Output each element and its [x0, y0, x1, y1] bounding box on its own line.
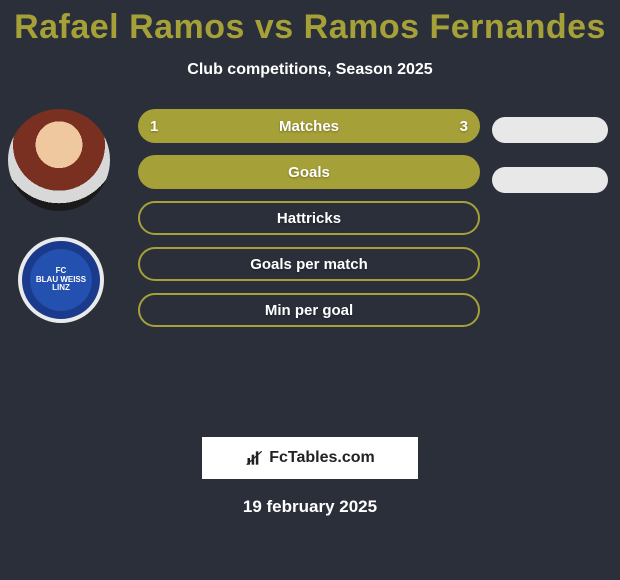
- branding-text: FcTables.com: [269, 449, 375, 467]
- stat-bars: 1 Matches 3 Goals Hattricks Goals per match Mi…: [138, 109, 480, 339]
- comparison-pill: [492, 167, 608, 193]
- player2-club-logo: FC BLAU WEISS LINZ: [18, 237, 104, 323]
- stat-label: Matches: [279, 118, 339, 135]
- stat-bar-row: Goals: [138, 155, 480, 189]
- stat-bar-row: Min per goal: [138, 293, 480, 327]
- stat-label: Goals per match: [250, 256, 368, 273]
- comparison-pill: [492, 117, 608, 143]
- stat-label: Hattricks: [277, 210, 341, 227]
- stat-bar-row: Goals per match: [138, 247, 480, 281]
- player1-avatar: [8, 109, 110, 211]
- stat-right-value: 3: [460, 118, 468, 135]
- club-logo-line3: LINZ: [52, 284, 70, 293]
- comparison-pills: [492, 113, 608, 213]
- page-title: Rafael Ramos vs Ramos Fernandes: [0, 0, 620, 47]
- subtitle: Club competitions, Season 2025: [0, 61, 620, 79]
- stat-label: Min per goal: [265, 302, 353, 319]
- comparison-panel: FC BLAU WEISS LINZ 1 Matches 3 Goals Hattric…: [0, 109, 620, 429]
- stat-left-value: 1: [150, 118, 158, 135]
- date-text: 19 february 2025: [0, 497, 620, 517]
- club-logo-inner: FC BLAU WEISS LINZ: [30, 249, 92, 311]
- stat-bar-row: Hattricks: [138, 201, 480, 235]
- chart-icon: [245, 448, 265, 468]
- stat-label: Goals: [288, 164, 330, 181]
- branding-badge: FcTables.com: [202, 437, 418, 479]
- stat-bar-row: 1 Matches 3: [138, 109, 480, 143]
